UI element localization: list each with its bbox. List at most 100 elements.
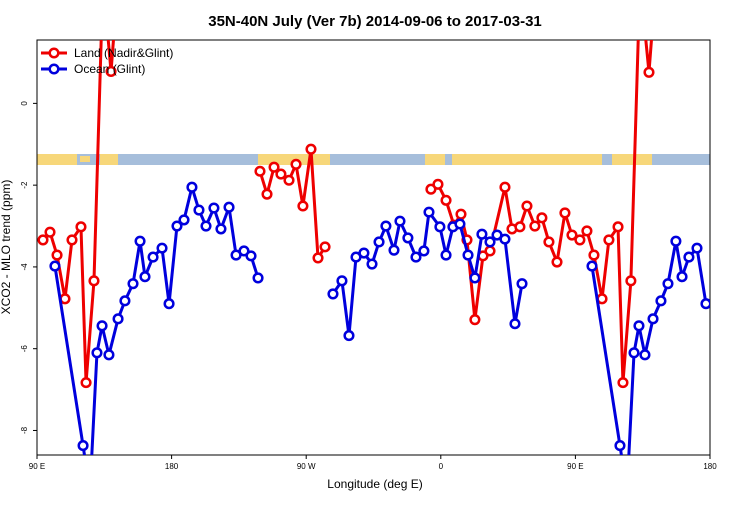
point [103, 349, 115, 361]
y-tick-label: -6 [20, 345, 29, 353]
point [238, 245, 250, 257]
point [588, 249, 600, 261]
point [139, 271, 151, 283]
point [134, 235, 146, 247]
point [455, 208, 467, 220]
point [462, 249, 474, 261]
point [566, 229, 578, 241]
point [319, 241, 331, 253]
point [521, 200, 533, 212]
point [440, 249, 452, 261]
point [49, 260, 61, 272]
point [499, 233, 511, 245]
point [469, 314, 481, 326]
point [423, 206, 435, 218]
x-tick-label: 180 [165, 462, 179, 471]
series-line [430, 40, 653, 383]
point [418, 245, 430, 257]
point [691, 242, 703, 254]
point [670, 235, 682, 247]
point [208, 202, 220, 214]
point [96, 320, 108, 332]
point [200, 220, 212, 232]
point [343, 330, 355, 342]
point [261, 188, 273, 200]
point [410, 251, 422, 263]
point [516, 278, 528, 290]
point [388, 244, 400, 256]
point [425, 183, 437, 195]
point [514, 221, 526, 233]
point [37, 234, 49, 246]
x-tick-label: 0 [439, 462, 444, 471]
point [88, 275, 100, 287]
y-tick-label: -4 [20, 263, 29, 271]
point [581, 225, 593, 237]
point [700, 298, 710, 310]
point [327, 288, 339, 300]
point [252, 272, 264, 284]
point [156, 242, 168, 254]
point [51, 249, 63, 261]
map-strip [37, 154, 710, 165]
y-axis-label: XCO2 - MLO trend (ppm) [0, 180, 13, 315]
point [633, 320, 645, 332]
point [499, 181, 511, 193]
point [80, 377, 92, 389]
point [268, 161, 280, 173]
point [509, 318, 521, 330]
point [193, 204, 205, 216]
point [683, 251, 695, 263]
point [617, 377, 629, 389]
series-line [258, 148, 327, 263]
point [484, 236, 496, 248]
x-tick-label: 90 W [297, 462, 316, 471]
point [336, 275, 348, 287]
point [612, 221, 624, 233]
point [66, 234, 78, 246]
point [171, 220, 183, 232]
point [543, 236, 555, 248]
point [91, 347, 103, 359]
point [163, 298, 175, 310]
x-axis-label: Longitude (deg E) [327, 477, 422, 491]
point [297, 200, 309, 212]
point [366, 258, 378, 270]
point [380, 220, 392, 232]
point [75, 221, 87, 233]
legend-label: Ocean (Glint) [74, 62, 145, 76]
x-tick-label: 90 E [29, 462, 45, 471]
point [44, 226, 56, 238]
point [434, 221, 446, 233]
point [290, 158, 302, 170]
point [603, 234, 615, 246]
point [639, 349, 651, 361]
point [275, 168, 287, 180]
point [676, 271, 688, 283]
point [394, 215, 406, 227]
point [484, 245, 496, 257]
point [454, 218, 466, 230]
point [432, 178, 444, 190]
x-tick-label: 180 [703, 462, 717, 471]
point [574, 234, 586, 246]
chart-title: 35N-40N July (Ver 7b) 2014-09-06 to 2017… [208, 13, 542, 30]
point [178, 214, 190, 226]
x-tick-label: 90 E [567, 462, 583, 471]
point [551, 256, 563, 268]
point [655, 295, 667, 307]
point [628, 347, 640, 359]
point [105, 65, 117, 78]
legend-label: Land (Nadir&Glint) [74, 46, 173, 60]
point [305, 143, 317, 155]
plot-area [37, 40, 710, 496]
point [254, 165, 266, 177]
point [119, 295, 131, 307]
point [623, 487, 632, 496]
point [186, 181, 198, 193]
y-tick-label: -8 [20, 426, 29, 434]
point [147, 251, 159, 263]
point [662, 278, 674, 290]
point [127, 278, 139, 290]
